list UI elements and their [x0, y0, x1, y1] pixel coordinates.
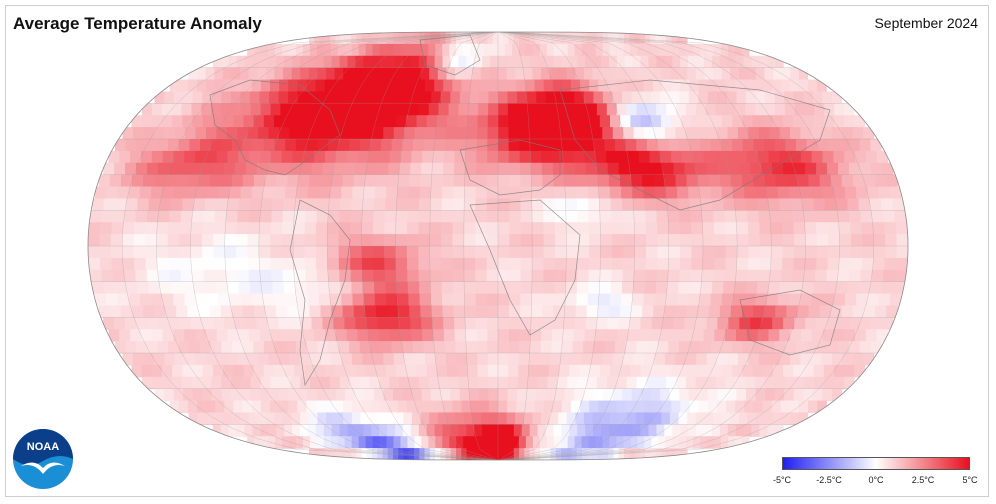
globe-outline	[87, 31, 909, 461]
anomaly-grid	[88, 32, 908, 460]
color-legend: -5°C -2.5°C 0°C 2.5°C 5°C	[772, 456, 982, 496]
legend-tick: -2.5°C	[816, 475, 842, 485]
map-title: Average Temperature Anomaly	[13, 14, 262, 33]
noaa-logo: NOAA	[13, 429, 73, 489]
legend-tick: 0°C	[868, 475, 884, 485]
map-date: September 2024	[874, 15, 978, 31]
graticule	[88, 32, 908, 460]
legend-tick: -5°C	[772, 475, 792, 485]
logo-text: NOAA	[27, 441, 59, 453]
legend-tick: 5°C	[962, 475, 978, 485]
coastlines	[209, 34, 841, 387]
legend-tick: 2.5°C	[911, 475, 935, 485]
legend-colorbar	[782, 457, 970, 470]
